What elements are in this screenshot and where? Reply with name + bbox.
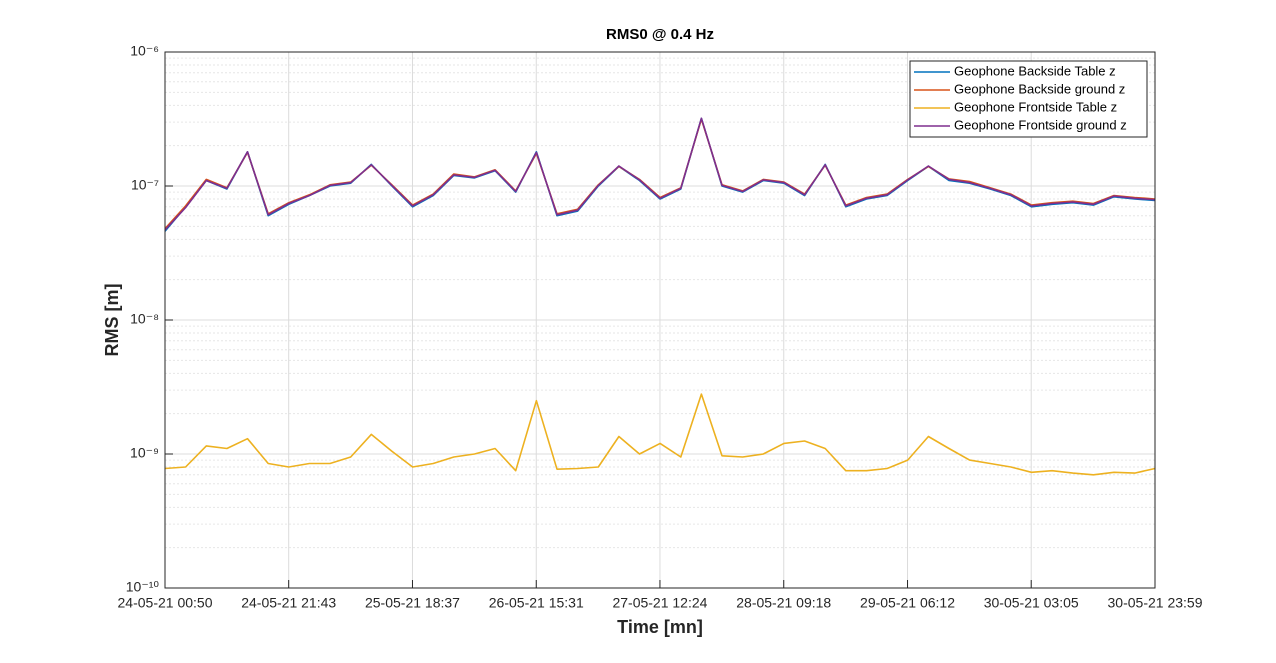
x-tick-label: 24-05-21 21:43 [241, 595, 336, 611]
x-tick-label: 30-05-21 23:59 [1108, 595, 1203, 611]
legend-box [909, 60, 1148, 138]
x-tick-label: 28-05-21 09:18 [736, 595, 831, 611]
x-tick-label: 24-05-21 00:50 [118, 595, 213, 611]
y-tick-label: 10⁻¹⁰ [126, 579, 160, 595]
y-tick-label: 10⁻⁷ [131, 177, 159, 193]
series-line [164, 393, 1156, 476]
legend: Geophone Backside Table z Geophone Backsi… [909, 60, 1148, 138]
legend-label: Geophone Backside ground z [954, 81, 1125, 96]
legend-label: Geophone Backside Table z [954, 63, 1116, 78]
x-tick-label: 27-05-21 12:24 [612, 595, 707, 611]
x-tick-label: 29-05-21 06:12 [860, 595, 955, 611]
y-tick-label: 10⁻⁸ [130, 311, 159, 327]
x-tick-label: 25-05-21 18:37 [365, 595, 460, 611]
y-tick-label: 10⁻⁶ [130, 43, 159, 59]
legend-label: Geophone Frontside Table z [954, 99, 1117, 114]
y-tick-label: 10⁻⁹ [130, 445, 159, 461]
x-tick-label: 26-05-21 15:31 [489, 595, 584, 611]
x-axis-label: Time [mn] [617, 617, 703, 637]
x-tick-label: 30-05-21 03:05 [984, 595, 1079, 611]
legend-label: Geophone Frontside ground z [954, 117, 1127, 132]
series-line [164, 117, 1156, 231]
lines [164, 117, 1156, 476]
y-axis-label: RMS [m] [102, 284, 122, 357]
chart-title: RMS0 @ 0.4 Hz [606, 26, 714, 43]
